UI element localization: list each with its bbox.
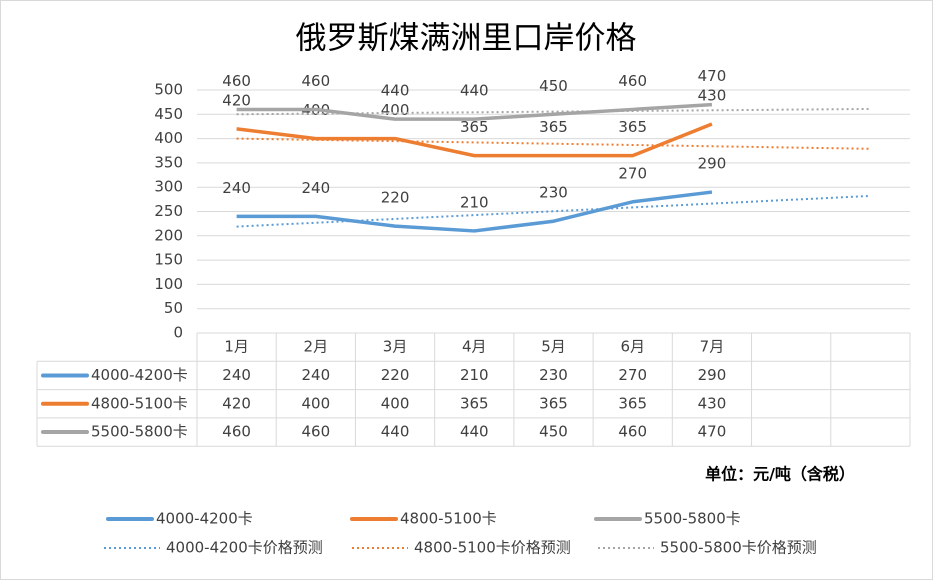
table-cell: 420 [222,394,251,412]
table-cell: 450 [539,423,568,441]
chart-title: 俄罗斯煤满洲里口岸价格 [296,21,637,57]
y-tick-label: 250 [154,202,183,220]
table-cell: 270 [618,366,647,384]
data-label: 220 [381,189,410,207]
data-label: 450 [539,77,568,95]
trendline [236,107,871,116]
series-line [236,122,713,158]
legend-label: 5500-5800卡 [644,510,741,528]
table-row-label: 5500-5800卡 [91,423,188,441]
table-cell: 220 [381,366,410,384]
table-row-label: 4800-5100卡 [91,394,188,412]
table-cell: 400 [302,394,331,412]
y-tick-label: 500 [154,81,183,99]
x-tick-label: 1月 [224,338,249,356]
y-tick-label: 0 [173,324,183,342]
y-tick-label: 450 [154,105,183,123]
y-tick-label: 350 [154,153,183,171]
table-cell: 460 [222,423,251,441]
table-cell: 400 [381,394,410,412]
table-cell: 440 [381,423,410,441]
table-cell: 365 [460,394,489,412]
table-cell: 210 [460,366,489,384]
data-label: 460 [302,72,331,90]
data-label: 460 [618,72,647,90]
legend-label: 4000-4200卡 [156,510,253,528]
legend-label: 4000-4200卡价格预测 [166,539,323,557]
table-cell: 440 [460,423,489,441]
table-cell: 470 [698,423,727,441]
data-label: 440 [381,82,410,100]
data-label: 420 [222,91,251,109]
x-tick-label: 4月 [462,338,487,356]
data-label: 400 [381,101,410,119]
y-tick-label: 300 [154,178,183,196]
y-tick-label: 400 [154,129,183,147]
data-label: 430 [698,87,727,105]
data-label: 460 [222,72,251,90]
data-label: 290 [698,155,727,173]
table-cell: 430 [698,394,727,412]
data-label: 470 [698,67,727,85]
y-tick-label: 150 [154,251,183,269]
data-label: 365 [618,118,647,136]
x-tick-label: 3月 [383,338,408,356]
trendline [236,137,871,150]
table-cell: 365 [618,394,647,412]
data-label: 270 [618,164,647,182]
table-cell: 240 [302,366,331,384]
data-label: 240 [222,179,251,197]
x-tick-label: 2月 [304,338,329,356]
legend-label: 4800-5100卡 [400,510,497,528]
data-label: 365 [460,118,489,136]
table-cell: 230 [539,366,568,384]
y-tick-label: 200 [154,226,183,244]
data-label: 440 [460,82,489,100]
legend-label: 4800-5100卡价格预测 [414,539,571,557]
table-cell: 240 [222,366,251,384]
data-label: 210 [460,193,489,211]
data-label: 365 [539,118,568,136]
table-cell: 460 [302,423,331,441]
table-cell: 290 [698,366,727,384]
unit-note: 单位：元/吨（含税） [705,465,855,484]
data-label: 230 [539,184,568,202]
series-line [236,190,713,233]
table-row-label: 4000-4200卡 [91,366,188,384]
trendline [236,194,871,228]
data-label: 240 [302,179,331,197]
x-tick-label: 6月 [620,338,645,356]
y-tick-label: 100 [154,275,183,293]
y-tick-label: 50 [164,299,183,317]
series-line [236,102,713,121]
table-cell: 365 [539,394,568,412]
x-tick-label: 5月 [541,338,566,356]
x-tick-label: 7月 [700,338,725,356]
table-cell: 460 [618,423,647,441]
legend-label: 5500-5800卡价格预测 [660,539,817,557]
